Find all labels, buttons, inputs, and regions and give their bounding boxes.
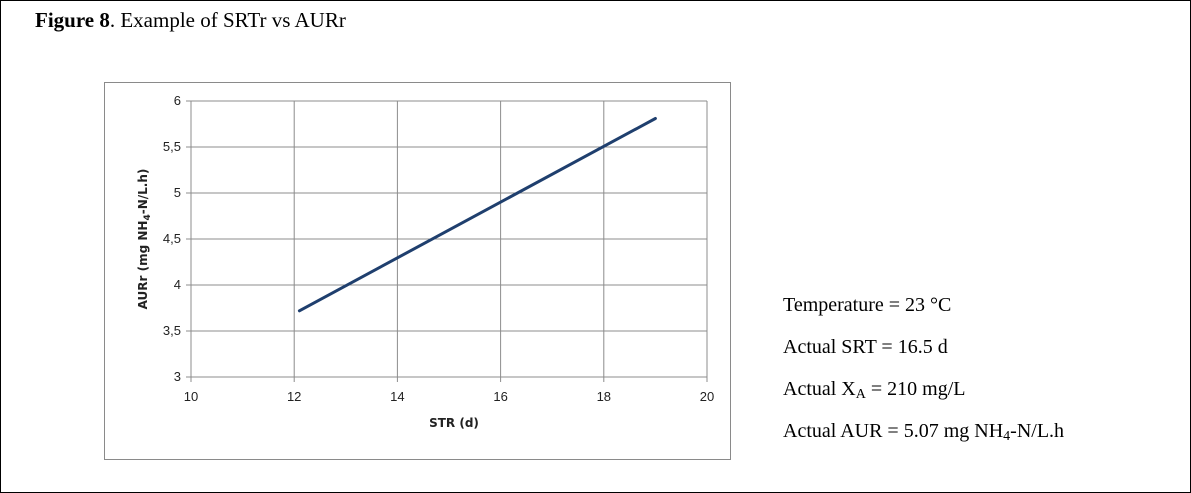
y-tick-label: 5,5 bbox=[163, 139, 181, 154]
annotation-xa: Actual XA = 210 mg/L bbox=[783, 368, 1064, 410]
x-tick-label: 14 bbox=[390, 389, 404, 404]
annotation-temperature: Temperature = 23 °C bbox=[783, 294, 952, 316]
y-axis-title: AURr (mg NH4-N/L.h) bbox=[136, 169, 153, 310]
figure-title: . Example of SRTr vs AURr bbox=[109, 8, 346, 32]
x-tick-label: 12 bbox=[287, 389, 301, 404]
x-tick-label: 10 bbox=[184, 389, 198, 404]
figure-caption: Figure 8. Example of SRTr vs AURr bbox=[35, 8, 346, 33]
annotation-xa-suffix: = 210 mg/L bbox=[865, 378, 966, 400]
annotation-aur-prefix: Actual AUR = 5.07 mg NH bbox=[783, 420, 1004, 442]
y-tick-label: 3 bbox=[174, 369, 181, 384]
y-tick-label: 4 bbox=[174, 277, 181, 292]
series-line bbox=[297, 117, 657, 313]
x-tick-label: 20 bbox=[700, 389, 714, 404]
x-tick-label: 16 bbox=[493, 389, 507, 404]
annotation-block: Temperature = 23 °C Actual SRT = 16.5 d … bbox=[783, 284, 1064, 452]
x-axis-title: STR (d) bbox=[429, 416, 479, 430]
figure-label: Figure 8 bbox=[35, 8, 110, 32]
annotation-aur: Actual AUR = 5.07 mg NH4-N/L.h bbox=[783, 410, 1064, 452]
y-tick-label: 4,5 bbox=[163, 231, 181, 246]
chart-svg: 3 3,5 4 4,5 5 5,5 6 10 12 14 16 18 20 STR (d) AURr (mg… bbox=[136, 93, 714, 430]
annotation-xa-prefix: Actual X bbox=[783, 378, 856, 400]
annotation-srt: Actual SRT = 16.5 d bbox=[783, 336, 948, 358]
annotation-aur-suffix: -N/L.h bbox=[1010, 420, 1065, 442]
y-tick-label: 6 bbox=[174, 93, 181, 108]
y-tick-label: 3,5 bbox=[163, 323, 181, 338]
annotation-aur-sub: 4 bbox=[1003, 429, 1011, 444]
y-tick-label: 5 bbox=[174, 185, 181, 200]
chart-area: 3 3,5 4 4,5 5 5,5 6 10 12 14 16 18 20 STR (d) AURr (mg… bbox=[104, 82, 731, 460]
x-tick-label: 18 bbox=[597, 389, 611, 404]
annotation-xa-sub: A bbox=[855, 387, 866, 402]
